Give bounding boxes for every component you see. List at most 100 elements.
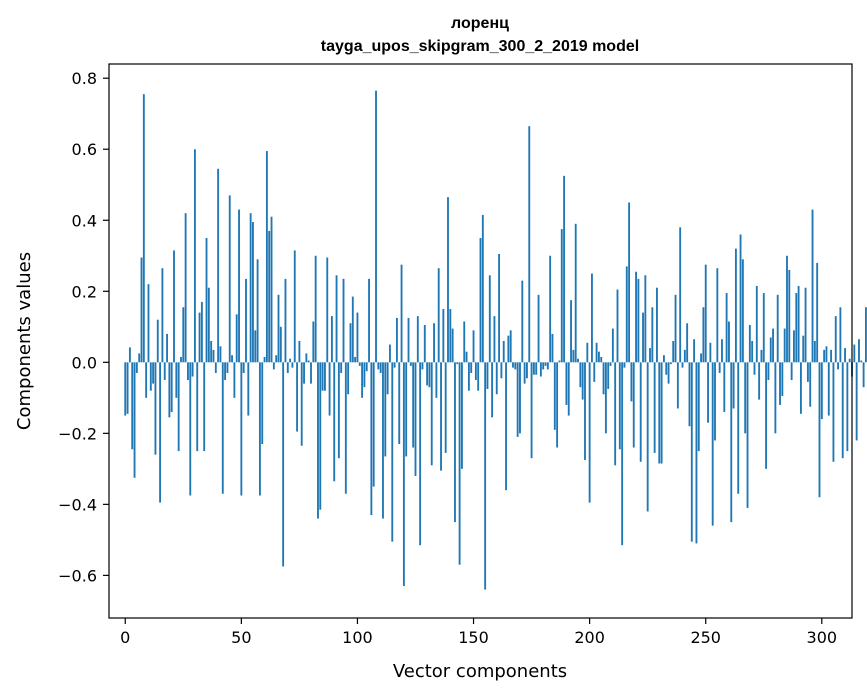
bar-13: [154, 362, 157, 455]
bar-49: [238, 209, 240, 363]
bar-196: [579, 362, 582, 388]
bar-270: [751, 341, 754, 363]
bar-75: [298, 341, 301, 363]
bar-170: [519, 362, 521, 434]
x-tick-label: 100: [342, 628, 373, 647]
bar-303: [827, 362, 830, 416]
bar-306: [834, 316, 837, 363]
bar-95: [344, 362, 347, 494]
bar-234: [667, 362, 670, 384]
bar-273: [758, 362, 761, 400]
bar-297: [813, 341, 816, 363]
x-tick-label: 300: [807, 628, 838, 647]
bar-304: [830, 349, 833, 363]
bar-64: [272, 362, 275, 370]
bar-105: [368, 278, 370, 363]
bar-317: [860, 360, 863, 363]
bar-168: [514, 362, 517, 370]
bar-114: [389, 344, 391, 363]
bar-2: [128, 347, 131, 363]
bar-133: [433, 323, 435, 363]
bar-314: [853, 344, 856, 363]
bar-36: [207, 287, 210, 363]
bar-248: [700, 353, 703, 363]
bar-146: [463, 321, 466, 363]
y-tick-label: 0.2: [72, 282, 97, 301]
bar-78: [305, 353, 308, 363]
y-tick-label: 0.8: [72, 69, 97, 88]
bar-206: [602, 362, 605, 395]
bar-176: [532, 362, 535, 375]
bar-56: [254, 330, 257, 363]
bar-197: [581, 362, 584, 400]
bar-298: [816, 262, 819, 363]
bar-80: [310, 362, 312, 384]
bar-117: [395, 317, 398, 363]
bar-7: [140, 257, 143, 363]
bar-72: [291, 362, 294, 368]
x-tick-label: 0: [120, 628, 130, 647]
bar-305: [832, 362, 835, 462]
bar-5: [135, 362, 138, 373]
bar-216: [625, 266, 628, 363]
bar-118: [398, 362, 401, 444]
bar-279: [772, 328, 774, 363]
bar-52: [245, 278, 247, 363]
bar-277: [767, 362, 770, 381]
bar-81: [312, 321, 315, 363]
bar-231: [660, 362, 663, 464]
x-tick-label: 150: [458, 628, 489, 647]
bar-301: [823, 349, 826, 363]
bar-129: [423, 325, 426, 363]
bar-145: [461, 362, 463, 469]
bar-65: [275, 355, 278, 363]
bar-67: [279, 326, 282, 363]
bar-154: [481, 214, 484, 363]
bar-282: [779, 362, 781, 405]
bar-213: [618, 362, 621, 450]
bar-271: [753, 362, 756, 375]
bar-111: [382, 362, 384, 519]
bar-158: [491, 362, 494, 418]
bar-110: [379, 362, 382, 373]
y-tick-label: −0.2: [58, 424, 97, 443]
bar-274: [760, 349, 763, 363]
bar-302: [825, 346, 828, 363]
bar-220: [635, 271, 637, 363]
bar-11: [149, 362, 152, 391]
bar-296: [811, 209, 814, 363]
bar-207: [604, 362, 607, 434]
bar-92: [337, 362, 340, 459]
bar-178: [537, 294, 540, 363]
bar-83: [317, 362, 319, 519]
bar-256: [718, 362, 721, 373]
bar-260: [728, 321, 730, 363]
bar-69: [284, 278, 287, 363]
chart-title: лоренц: [451, 15, 509, 32]
bar-315: [855, 362, 858, 441]
bar-132: [430, 362, 433, 466]
bar-226: [649, 348, 651, 363]
bar-14: [156, 319, 159, 363]
y-tick-label: 0.0: [72, 353, 97, 372]
bar-68: [282, 362, 285, 567]
bar-84: [319, 362, 322, 510]
bar-71: [289, 358, 292, 363]
bar-31: [196, 362, 199, 452]
bar-214: [621, 362, 624, 546]
bar-96: [347, 362, 350, 395]
bar-225: [646, 362, 649, 512]
bar-1: [126, 362, 129, 414]
bar-169: [516, 362, 519, 437]
bar-232: [663, 355, 665, 363]
bar-257: [721, 339, 723, 363]
bar-35: [205, 238, 208, 363]
bar-87: [326, 257, 329, 363]
bar-316: [858, 339, 860, 363]
bar-199: [586, 342, 589, 363]
bar-242: [686, 323, 689, 363]
bar-136: [440, 362, 442, 471]
bar-139: [447, 197, 449, 363]
bar-34: [203, 362, 206, 452]
bar-228: [653, 362, 656, 453]
